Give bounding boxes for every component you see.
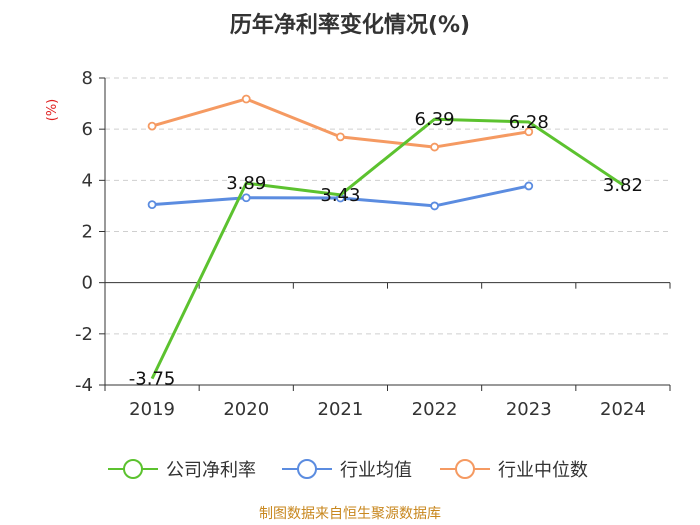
grid <box>105 77 670 386</box>
x-tick-label: 2023 <box>506 399 552 420</box>
y-tick-label: -2 <box>75 324 93 345</box>
legend-label: 公司净利率 <box>166 460 256 481</box>
data-point[interactable] <box>430 142 439 152</box>
data-point[interactable] <box>336 132 345 142</box>
data-point[interactable] <box>147 200 157 210</box>
x-tick-label: 2022 <box>412 399 458 420</box>
series <box>147 94 624 380</box>
data-point[interactable] <box>430 201 439 211</box>
data-label: 6.39 <box>415 109 455 130</box>
x-tick-label: 2021 <box>318 399 364 420</box>
data-point[interactable] <box>524 181 534 191</box>
chart-title: 历年净利率变化情况(%) <box>230 12 470 38</box>
data-label: -3.75 <box>129 369 176 390</box>
data-point[interactable] <box>147 121 157 131</box>
legend-item[interactable]: 行业中位数 <box>440 459 588 481</box>
data-label: 3.89 <box>226 173 266 194</box>
legend-marker <box>297 459 317 479</box>
data-point[interactable] <box>524 127 534 137</box>
legend-marker <box>455 459 475 479</box>
data-label: 3.82 <box>603 175 643 196</box>
y-tick-label: 2 <box>82 222 93 243</box>
y-tick-label: 8 <box>82 68 93 89</box>
series-line <box>150 117 624 380</box>
data-label: 3.43 <box>320 185 360 206</box>
x-tick-label: 2019 <box>129 399 175 420</box>
y-tick-label: 0 <box>82 273 93 294</box>
source-note: 制图数据来自恒生聚源数据库 <box>259 506 441 522</box>
x-tick-label: 2024 <box>600 399 646 420</box>
legend-item[interactable]: 行业均值 <box>282 459 412 481</box>
data-labels: -3.75 3.89 3.43 6.39 6.28 3.82 <box>129 109 643 389</box>
legend-label: 行业中位数 <box>498 460 588 481</box>
y-tick-label: 4 <box>82 170 93 191</box>
data-point[interactable] <box>241 193 251 203</box>
data-point[interactable] <box>241 94 251 104</box>
data-label: 6.28 <box>509 112 549 133</box>
legend-label: 行业均值 <box>340 460 412 481</box>
legend[interactable]: 公司净利率 行业均值 行业中位数 <box>108 459 588 481</box>
x-tick-label: 2020 <box>223 399 269 420</box>
legend-marker <box>123 459 143 479</box>
y-axis-label: (%) <box>45 99 60 122</box>
y-tick-label: -4 <box>75 375 93 396</box>
legend-item[interactable]: 公司净利率 <box>108 459 256 481</box>
y-tick-label: 6 <box>82 119 93 140</box>
axes: 8 6 4 2 0 -2 -4 2019 2020 2021 2022 2023 2024 <box>75 68 671 420</box>
